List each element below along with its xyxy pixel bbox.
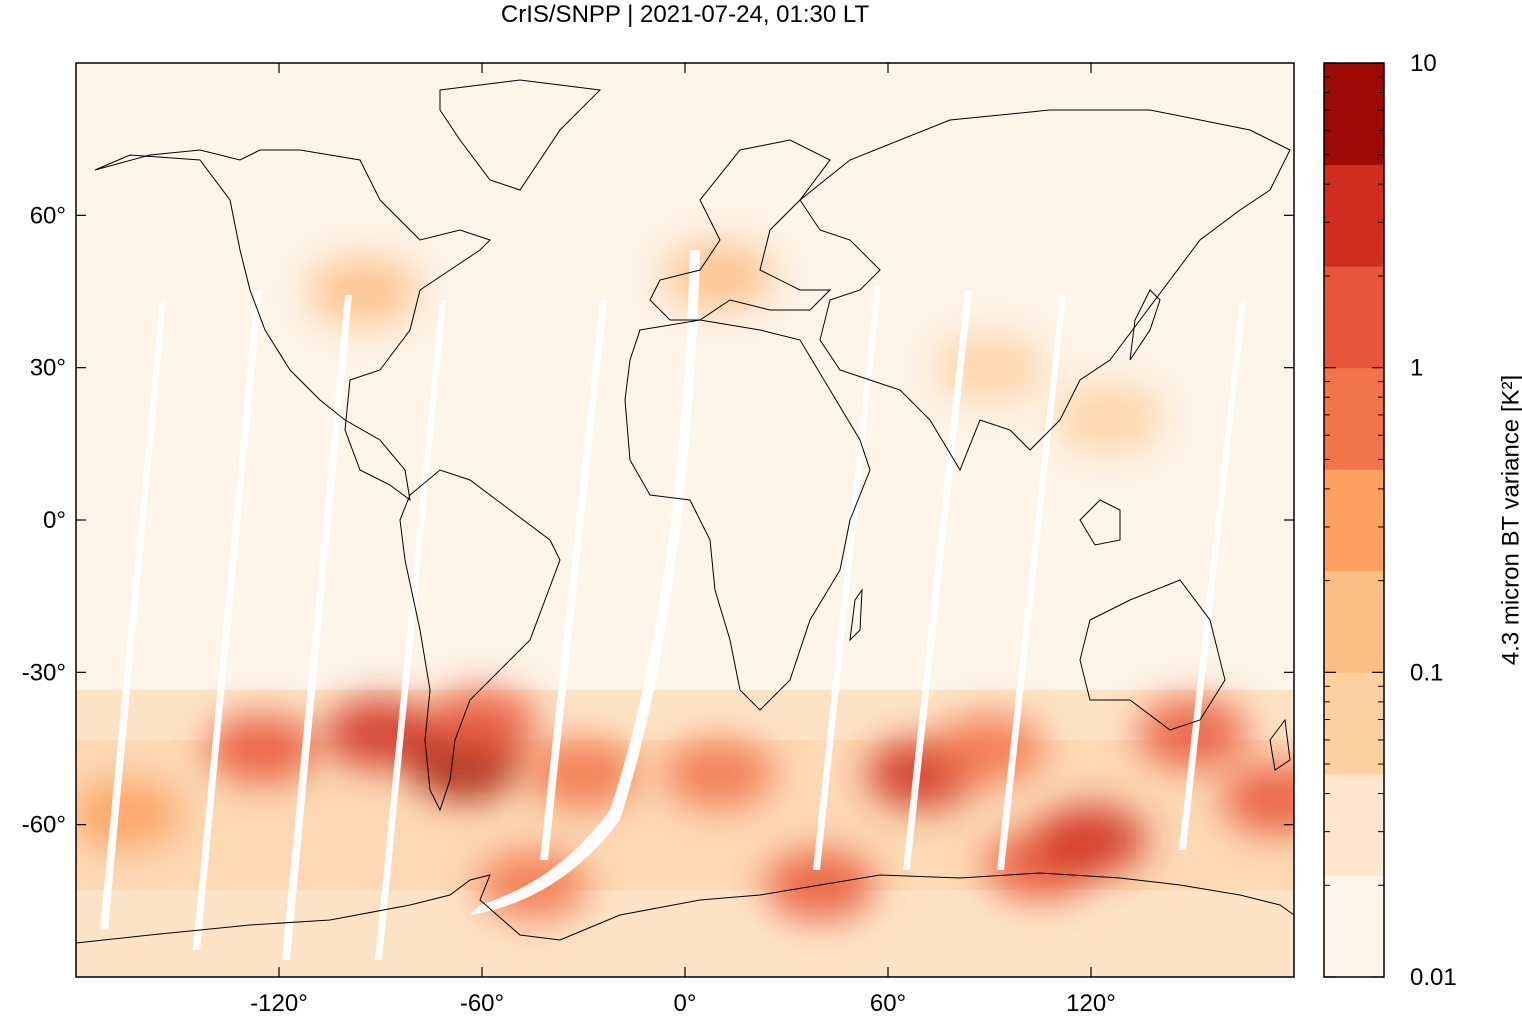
heat-region-0 — [207, 713, 318, 784]
coastline-south-america — [399, 469, 561, 812]
orbit-gaps — [100, 250, 1246, 960]
heat-region-15 — [308, 256, 419, 327]
heat-region-18 — [1052, 383, 1163, 454]
coastline-borneo — [1079, 499, 1121, 546]
coastline-europe — [649, 139, 832, 321]
orbit-gap — [903, 290, 972, 870]
colorbar-tick-label: 0.1 — [1410, 659, 1443, 686]
orbit-gap — [282, 295, 352, 960]
orbit-gap — [997, 295, 1066, 870]
coastline-new-zealand — [1269, 718, 1291, 771]
colorbar-segment — [1324, 672, 1384, 775]
heat-region-10 — [1036, 804, 1146, 875]
orbit-gap — [193, 290, 262, 950]
coastline-madagascar — [849, 588, 863, 642]
y-tick-label: 0° — [43, 507, 66, 534]
axis-ticks: -120° -60° 0° 60° 120° 60° 30° 0° -30° -60° — [22, 63, 1294, 1017]
heat-region-13 — [76, 779, 182, 850]
colorbar-segment — [1324, 266, 1384, 369]
map-plot-area — [76, 63, 1294, 977]
colorbar-label: 4.3 micron BT variance [K²] — [1497, 375, 1522, 665]
coastline-japan — [1129, 289, 1161, 361]
x-tick-label: 60° — [870, 990, 906, 1017]
y-tick-label: 60° — [30, 202, 66, 229]
colorbar-segment — [1324, 773, 1384, 876]
colorbar-frame — [1323, 62, 1385, 978]
colorbar-tick-label: 10 — [1410, 50, 1437, 77]
x-tick-label: 120° — [1066, 990, 1116, 1017]
y-tick-label: 30° — [30, 355, 66, 382]
colorbar-segment — [1324, 63, 1384, 166]
coastline-greenland — [439, 79, 602, 191]
y-tick-label: -30° — [22, 659, 66, 686]
x-tick-label: -60° — [460, 990, 504, 1017]
heat-region-3 — [427, 688, 537, 759]
orbit-gap — [540, 300, 607, 860]
heat-region-16 — [663, 241, 774, 312]
x-tick-label: 0° — [674, 990, 697, 1017]
heat-region-17 — [934, 332, 1045, 403]
colorbar-segment — [1324, 367, 1384, 470]
heat-region-5 — [663, 738, 774, 809]
colorbar-segment — [1324, 875, 1384, 978]
colorbar-segment — [1324, 469, 1384, 572]
colorbar-tick-label: 0.01 — [1410, 964, 1457, 991]
colorbar-segment — [1324, 570, 1384, 673]
colorbar-segment — [1324, 164, 1384, 267]
chart-title: CrIS/SNPP | 2021-07-24, 01:30 LT — [501, 1, 870, 28]
y-tick-label: -60° — [22, 812, 66, 839]
heat-region-8 — [934, 713, 1045, 784]
orbit-gap — [1179, 300, 1246, 850]
heat-region-1 — [325, 698, 436, 769]
x-tick-label: -120° — [250, 990, 308, 1017]
coastline-asia — [799, 109, 1291, 472]
orbit-gap — [375, 300, 446, 960]
colorbar: 10 1 0.1 0.01 — [1323, 50, 1457, 991]
coastlines — [76, 79, 1294, 944]
orbit-gap — [813, 285, 881, 870]
heat-region-6 — [765, 850, 876, 921]
colorbar-tick-label: 1 — [1410, 355, 1423, 382]
coastline-australia — [1079, 579, 1226, 731]
coastline-antarctica — [76, 872, 1294, 944]
heat-region-12 — [1222, 764, 1294, 835]
orbit-gap — [100, 300, 166, 930]
coastline-africa — [624, 319, 871, 711]
coastline-north-america — [94, 149, 491, 502]
